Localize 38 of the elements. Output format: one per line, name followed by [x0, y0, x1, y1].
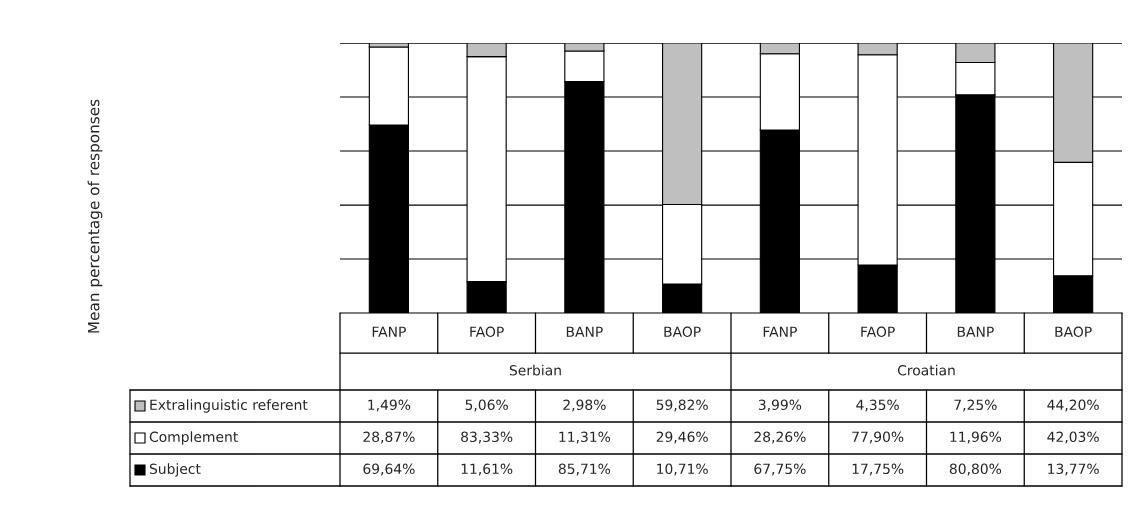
x-tick-label: FANP: [372, 326, 406, 337]
data-label: 7,25%: [954, 399, 997, 412]
legend-label: Complement: [149, 431, 238, 445]
data-label: 69,64%: [363, 463, 415, 476]
data-label: 4,35%: [856, 399, 899, 412]
x-tick-label: BAOP: [664, 326, 701, 338]
data-label: 11,31%: [559, 431, 611, 444]
data-label: 77,90%: [852, 431, 904, 444]
data-label: 11,96%: [950, 431, 1002, 444]
data-label: 67,75%: [754, 463, 806, 476]
data-label: 3,99%: [758, 399, 802, 412]
text: Serbian: [509, 364, 561, 376]
data-label: 2,98%: [563, 399, 606, 412]
data-label: 44,20%: [1047, 399, 1099, 412]
text: Croatian: [897, 364, 955, 376]
data-label: 28,26%: [754, 431, 806, 444]
data-label: 17,75%: [852, 463, 904, 476]
x-tick-label: BANP: [566, 326, 603, 337]
data-label: 83,33%: [461, 431, 513, 444]
data-label: 1,49%: [368, 399, 411, 412]
data-label: 42,03%: [1047, 431, 1099, 444]
text: Mean percentage of responses: [87, 99, 103, 333]
x-tick-label: BANP: [957, 326, 994, 337]
legend-label: Subject: [149, 463, 201, 477]
data-label: 10,71%: [657, 463, 708, 476]
data-label: 13,77%: [1048, 463, 1099, 476]
x-tick-label: FANP: [763, 326, 797, 337]
data-label: 5,06%: [465, 399, 508, 412]
x-tick-label: FAOP: [861, 326, 895, 338]
x-tick-label: FAOP: [470, 326, 504, 338]
data-label: 80,80%: [949, 463, 1002, 476]
legend-label: Extralinguistic referent: [150, 399, 308, 413]
data-label: 11,61%: [461, 463, 513, 476]
x-tick-label: BAOP: [1055, 326, 1092, 338]
data-label: 59,82%: [656, 399, 708, 412]
data-label: 85,71%: [558, 463, 611, 476]
data-label: 29,46%: [656, 431, 708, 444]
data-label: 28,87%: [363, 431, 415, 444]
